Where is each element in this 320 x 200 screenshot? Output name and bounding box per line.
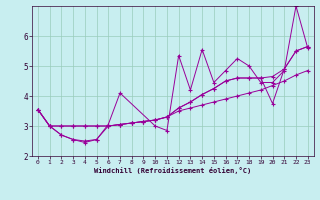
X-axis label: Windchill (Refroidissement éolien,°C): Windchill (Refroidissement éolien,°C): [94, 167, 252, 174]
